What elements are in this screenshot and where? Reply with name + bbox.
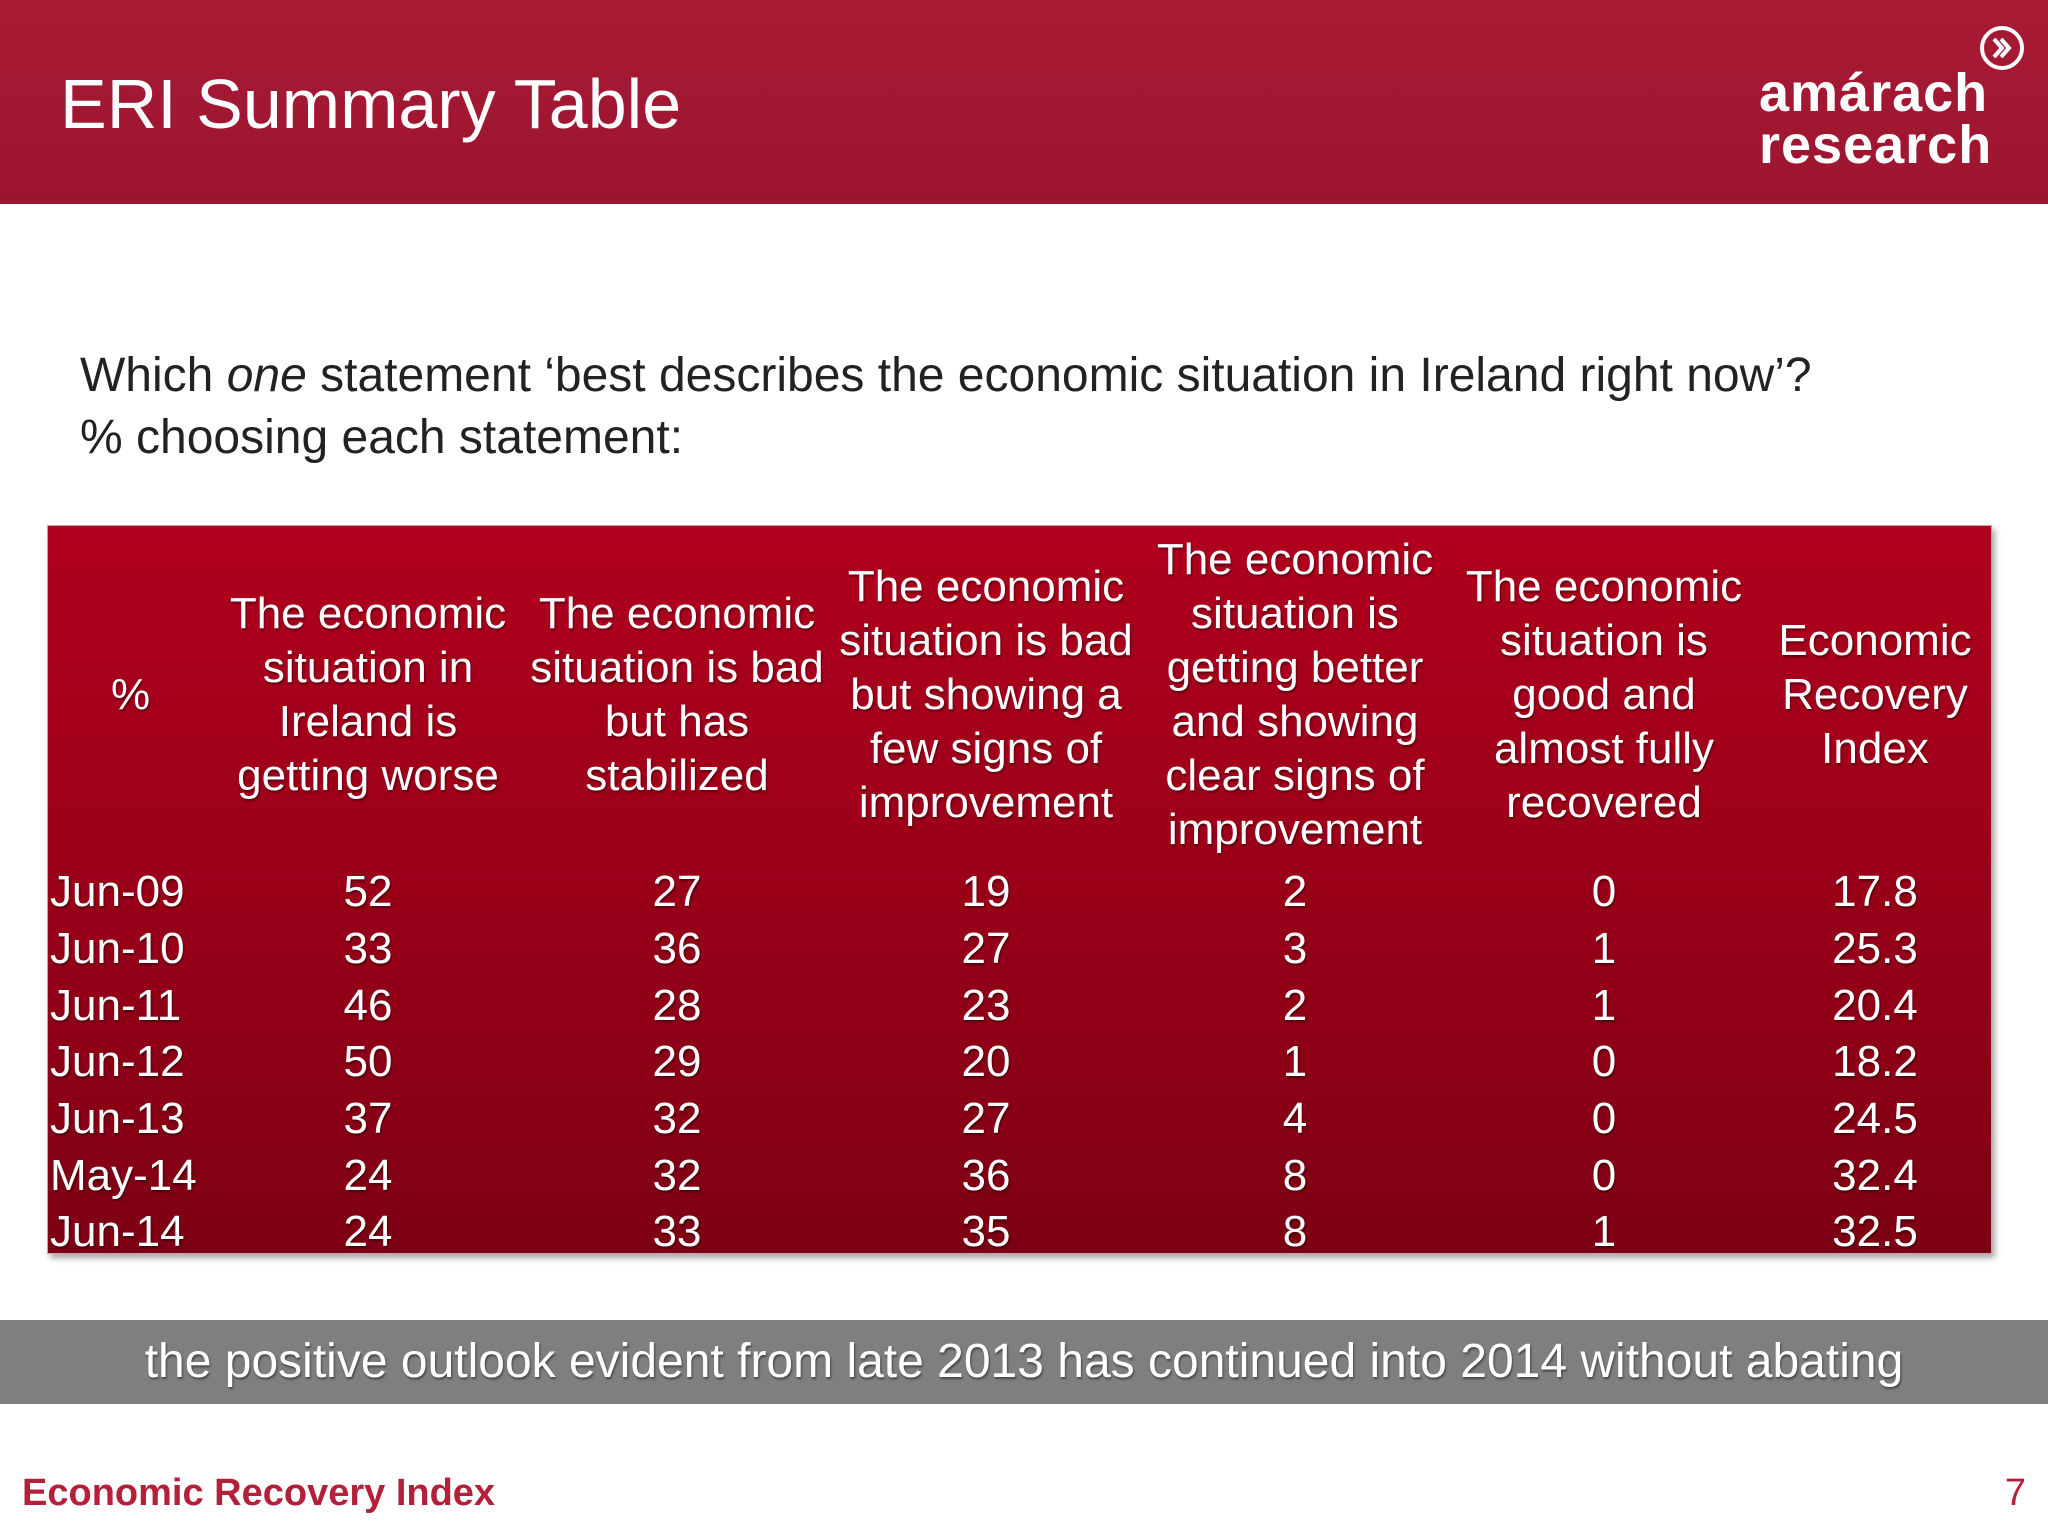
table-cell: 23 <box>961 980 1011 1030</box>
table-cell: 29 <box>652 1037 702 1087</box>
table-cell: 52 <box>343 867 393 917</box>
table-cell: 0 <box>1591 1150 1617 1200</box>
table-row: Jun-12 50 29 20 1 0 18.2 <box>48 1034 1991 1091</box>
table-cell: 2 <box>1282 980 1308 1030</box>
table-cell: 36 <box>961 1150 1011 1200</box>
footer-title: Economic Recovery Index <box>22 1472 496 1514</box>
table-cell: 27 <box>961 924 1011 974</box>
table-cell: 27 <box>961 1094 1011 1144</box>
table-cell: 3 <box>1282 924 1308 974</box>
table-cell: 32 <box>652 1094 702 1144</box>
table-cell: 0 <box>1591 1094 1617 1144</box>
table-cell: 1 <box>1591 924 1617 974</box>
table-cell: 33 <box>652 1207 702 1257</box>
slide-title: ERI Summary Table <box>60 65 682 143</box>
table-row: Jun-11 46 28 23 2 1 20.4 <box>48 977 1991 1034</box>
table-row: Jun-09 52 27 19 2 0 17.8 <box>48 864 1991 921</box>
table-cell: 46 <box>343 980 393 1030</box>
column-header: The economic situation is getting better… <box>1156 535 1434 854</box>
row-label: Jun-11 <box>50 980 182 1030</box>
table-cell: 50 <box>343 1037 393 1087</box>
table-cell: 28 <box>652 980 702 1030</box>
table-cell: 19 <box>961 867 1011 917</box>
table-cell: 17.8 <box>1832 867 1918 917</box>
eri-summary-table-container: % The economic situation in Ireland is ge… <box>47 525 1992 1256</box>
question-line-2: % choosing each statement: <box>80 411 684 464</box>
table-cell: 0 <box>1591 867 1617 917</box>
table-cell: 20 <box>961 1037 1011 1087</box>
table-cell: 24 <box>343 1207 393 1257</box>
table-row: May-14 24 32 36 8 0 32.4 <box>48 1147 1991 1204</box>
logo-text-amarach: amárach <box>1759 63 1989 123</box>
table-cell: 32 <box>652 1150 702 1200</box>
row-label: Jun-13 <box>50 1094 185 1144</box>
row-label: Jun-10 <box>50 924 185 974</box>
column-header-percent: % <box>110 670 151 719</box>
table-header-row: % The economic situation in Ireland is ge… <box>48 526 1991 864</box>
chevron-circle-icon <box>1980 26 2024 70</box>
question-prefix: Which <box>80 349 227 402</box>
row-label: Jun-12 <box>50 1037 185 1087</box>
table-cell: 32.4 <box>1832 1150 1918 1200</box>
column-header: The economic situation is bad but showin… <box>839 562 1133 827</box>
page-number: 7 <box>2004 1472 2026 1514</box>
eri-summary-table: % The economic situation in Ireland is ge… <box>48 526 1991 1261</box>
table-cell: 35 <box>961 1207 1011 1257</box>
table-cell: 36 <box>652 924 702 974</box>
table-cell: 20.4 <box>1832 980 1918 1030</box>
amarach-research-logo: amárach research <box>1755 26 2035 176</box>
table-row: Jun-14 24 33 35 8 1 32.5 <box>48 1204 1991 1261</box>
row-label: Jun-14 <box>50 1207 185 1257</box>
table-cell: 37 <box>343 1094 393 1144</box>
table-cell: 24.5 <box>1832 1094 1918 1144</box>
column-header: Economic Recovery Index <box>1778 616 1972 773</box>
table-body: Jun-09 52 27 19 2 0 17.8 Jun-10 33 36 27 3 1 25.3 Jun-… <box>48 864 1991 1261</box>
table-cell: 8 <box>1282 1207 1308 1257</box>
table-cell: 32.5 <box>1832 1207 1918 1257</box>
question-emphasis: one <box>226 349 307 402</box>
table-cell: 4 <box>1282 1094 1308 1144</box>
table-cell: 25.3 <box>1832 924 1918 974</box>
question-line-1: Which one statement ‘best describes the … <box>80 345 1812 407</box>
table-row: Jun-10 33 36 27 3 1 25.3 <box>48 921 1991 978</box>
table-cell: 18.2 <box>1832 1037 1918 1087</box>
table-cell: 27 <box>652 867 702 917</box>
row-label: Jun-09 <box>50 867 185 917</box>
column-header: The economic situation is good and almos… <box>1465 562 1743 827</box>
table-cell: 33 <box>343 924 393 974</box>
table-cell: 0 <box>1591 1037 1617 1087</box>
callout-text: the positive outlook evident from late 2… <box>144 1335 1904 1388</box>
table-cell: 24 <box>343 1150 393 1200</box>
question-suffix: statement ‘best describes the economic s… <box>306 349 1812 402</box>
table-cell: 1 <box>1282 1037 1308 1087</box>
table-cell: 8 <box>1282 1150 1308 1200</box>
column-header: The economic situation is bad but has st… <box>530 589 824 800</box>
column-header: The economic situation in Ireland is get… <box>229 589 507 800</box>
callout-bar: the positive outlook evident from late 2… <box>0 1320 2048 1404</box>
question-text: Which one statement ‘best describes the … <box>80 345 1812 469</box>
table-cell: 2 <box>1282 867 1308 917</box>
header-band <box>0 0 2048 204</box>
table-cell: 1 <box>1591 980 1617 1030</box>
logo-text-research: research <box>1759 115 1993 175</box>
table-cell: 1 <box>1591 1207 1617 1257</box>
row-label: May-14 <box>50 1150 197 1200</box>
table-row: Jun-13 37 32 27 4 0 24.5 <box>48 1091 1991 1148</box>
